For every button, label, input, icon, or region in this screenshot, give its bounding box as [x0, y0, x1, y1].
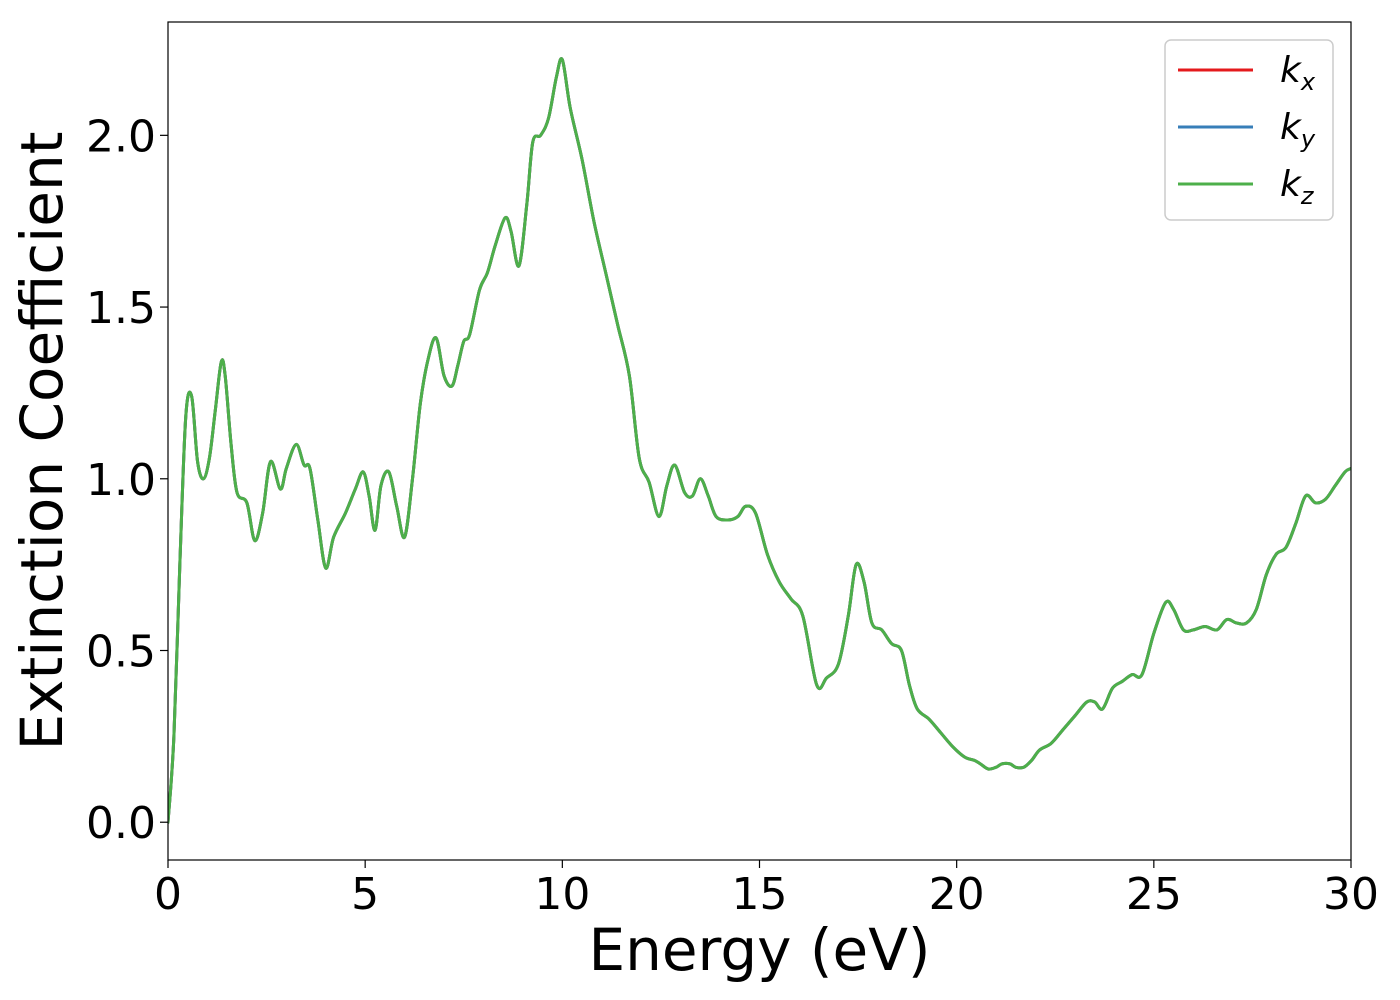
y-axis-ticks: 0.0 0.5 1.0 1.5 2.0 — [86, 111, 168, 849]
x-tick-label: 5 — [351, 869, 379, 920]
x-tick-label: 10 — [534, 869, 590, 920]
series-layer — [168, 57, 1351, 824]
legend-label-k-x: kx — [1280, 50, 1316, 96]
legend-label-subscript: x — [1300, 68, 1316, 96]
y-tick-label: 0.0 — [86, 798, 156, 849]
x-axis-title: Energy (eV) — [588, 916, 930, 984]
legend-label-base: k — [1280, 107, 1303, 148]
legend-label-base: k — [1280, 50, 1303, 91]
x-tick-label: 15 — [732, 869, 788, 920]
y-axis-title: Extinction Coefficient — [8, 132, 76, 751]
x-tick-label: 30 — [1323, 869, 1379, 920]
x-tick-label: 25 — [1126, 869, 1182, 920]
y-tick-label: 1.5 — [86, 283, 156, 334]
legend-label-subscript: z — [1300, 182, 1315, 210]
legend-label-k-y: ky — [1280, 107, 1316, 153]
y-tick-label: 1.0 — [86, 455, 156, 506]
x-axis-ticks: 0 5 10 15 20 25 30 — [154, 860, 1379, 920]
x-tick-label: 0 — [154, 869, 182, 920]
y-tick-label: 0.5 — [86, 627, 156, 678]
legend-box — [1164, 39, 1334, 221]
y-tick-label: 2.0 — [86, 111, 156, 162]
legend-label-base: k — [1280, 164, 1303, 205]
legend-label-k-z: kz — [1280, 164, 1315, 210]
legend-label-subscript: y — [1300, 125, 1316, 153]
x-tick-label: 20 — [929, 869, 985, 920]
series-line-k-z — [168, 57, 1351, 824]
